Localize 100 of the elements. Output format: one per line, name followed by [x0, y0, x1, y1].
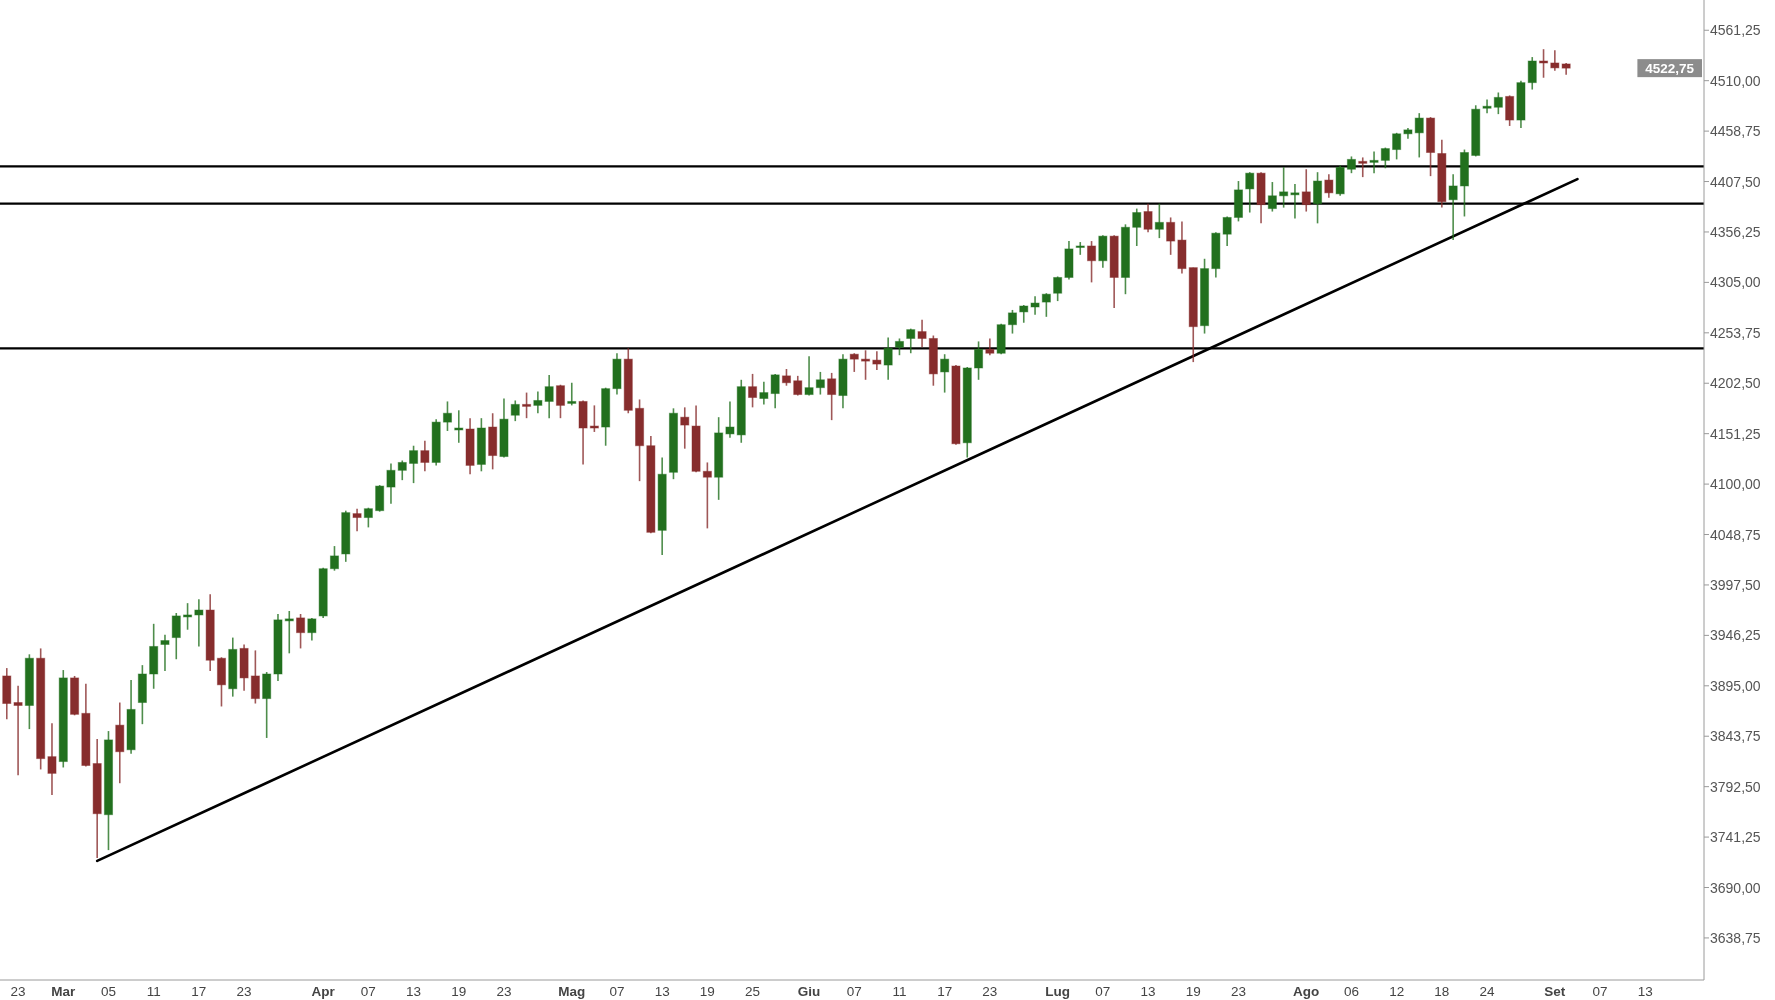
x-tick-label: 07 [846, 983, 862, 999]
candlestick [860, 349, 871, 381]
y-tick-label: 4510,00 [1710, 72, 1761, 89]
candlestick [555, 383, 566, 419]
candlestick [250, 649, 260, 705]
candlestick [1267, 181, 1277, 213]
x-tick-label: 25 [745, 983, 761, 999]
y-tick-label: 3997,50 [1710, 576, 1761, 593]
y-tick-label: 4048,75 [1710, 526, 1761, 543]
candlestick [1505, 94, 1515, 127]
y-tick-label: 4458,75 [1710, 123, 1761, 140]
candlestick [1312, 171, 1323, 225]
y-tick-label: 3741,25 [1710, 829, 1761, 846]
candlestick [1538, 48, 1549, 79]
candlestick [409, 444, 419, 484]
candlestick [940, 353, 950, 394]
y-tick-label: 4561,25 [1710, 22, 1761, 39]
candlestick [906, 327, 916, 355]
x-tick-label: 19 [699, 983, 715, 999]
x-tick-label: 23 [496, 983, 512, 999]
candlestick [680, 406, 690, 450]
x-tick-label: Ago [1293, 983, 1320, 999]
candlestick [872, 350, 882, 371]
candlestick [1030, 295, 1040, 316]
x-tick-label: 07 [1592, 983, 1608, 999]
candlestick [1493, 91, 1503, 115]
x-tick-label: 19 [451, 983, 467, 999]
x-tick-label: 06 [1343, 983, 1359, 999]
candlestick [702, 461, 712, 530]
candlestick [183, 602, 193, 631]
candlestick [160, 633, 170, 672]
y-tick-label: 3792,50 [1710, 778, 1761, 795]
candlestick [1448, 173, 1458, 241]
x-tick-label: 13 [406, 983, 422, 999]
y-tick-label: 3843,75 [1710, 728, 1761, 745]
candlestick [171, 612, 181, 661]
x-tick-label: 13 [1637, 983, 1653, 999]
candlestick [883, 336, 893, 381]
candlestick [1166, 216, 1176, 256]
candlestick [1007, 309, 1018, 335]
x-tick-label: Giu [797, 983, 821, 999]
candlestick [1132, 207, 1142, 247]
x-tick-label: 23 [982, 983, 998, 999]
x-tick-label: 11 [892, 983, 907, 999]
x-tick-label: 07 [360, 983, 376, 999]
candlestick [296, 613, 306, 650]
y-tick-label: 4100,00 [1710, 476, 1761, 493]
x-tick-label: 12 [1389, 983, 1405, 999]
x-tick-label: 11 [146, 983, 161, 999]
x-tick-label: Set [1544, 983, 1566, 999]
candlestick [1290, 183, 1300, 220]
x-tick-label: Mar [51, 983, 77, 999]
candlestick [567, 381, 577, 407]
x-tick-label: Lug [1045, 983, 1071, 999]
candlestick [1154, 202, 1164, 239]
x-tick-label: 13 [654, 983, 670, 999]
candlestick [47, 722, 57, 796]
candlestick [793, 375, 803, 397]
candlestick [284, 610, 294, 655]
x-tick-label: 19 [1185, 983, 1201, 999]
candlestick [352, 507, 362, 533]
x-tick-label: 23 [236, 983, 252, 999]
x-tick-label: 07 [1095, 983, 1111, 999]
candlestick [329, 545, 340, 572]
y-tick-label: 4202,50 [1710, 375, 1761, 392]
x-tick-label: 23 [1230, 983, 1246, 999]
candlestick [1482, 98, 1492, 114]
candlestick [1369, 150, 1379, 174]
candlestick [1414, 112, 1424, 159]
candlestick [420, 440, 430, 473]
candlestick [442, 400, 453, 432]
candlestick [1324, 173, 1334, 199]
x-tick-label: 23 [10, 983, 26, 999]
candlestick [589, 404, 599, 433]
x-tick-label: 17 [937, 983, 953, 999]
candlestick [1392, 132, 1402, 161]
candlestick [1279, 166, 1289, 209]
candlestick [1041, 292, 1051, 318]
candlestick [454, 409, 464, 444]
y-tick-label: 3638,75 [1710, 929, 1761, 946]
x-tick-label: Mag [558, 983, 586, 999]
y-tick-label: 3946,25 [1710, 627, 1761, 644]
x-tick-label: 13 [1140, 983, 1156, 999]
candlestick [804, 355, 814, 397]
candlestick [522, 391, 532, 419]
y-tick-label: 4151,25 [1710, 425, 1761, 442]
candlestick [815, 371, 825, 396]
candlestick [849, 352, 859, 373]
x-tick-label: Apr [311, 983, 336, 999]
candlestick [1358, 156, 1368, 178]
candlestick [1075, 241, 1085, 256]
candlestick [1053, 275, 1063, 302]
y-tick-label: 4407,50 [1710, 173, 1761, 190]
candlestick [747, 373, 758, 409]
annotation: 4522,75 [1645, 60, 1695, 76]
candlestick [13, 685, 23, 777]
candlestick [1245, 171, 1255, 214]
y-tick-label: 4356,25 [1710, 223, 1761, 240]
candlestick [194, 598, 204, 648]
candlestick [1143, 202, 1153, 234]
